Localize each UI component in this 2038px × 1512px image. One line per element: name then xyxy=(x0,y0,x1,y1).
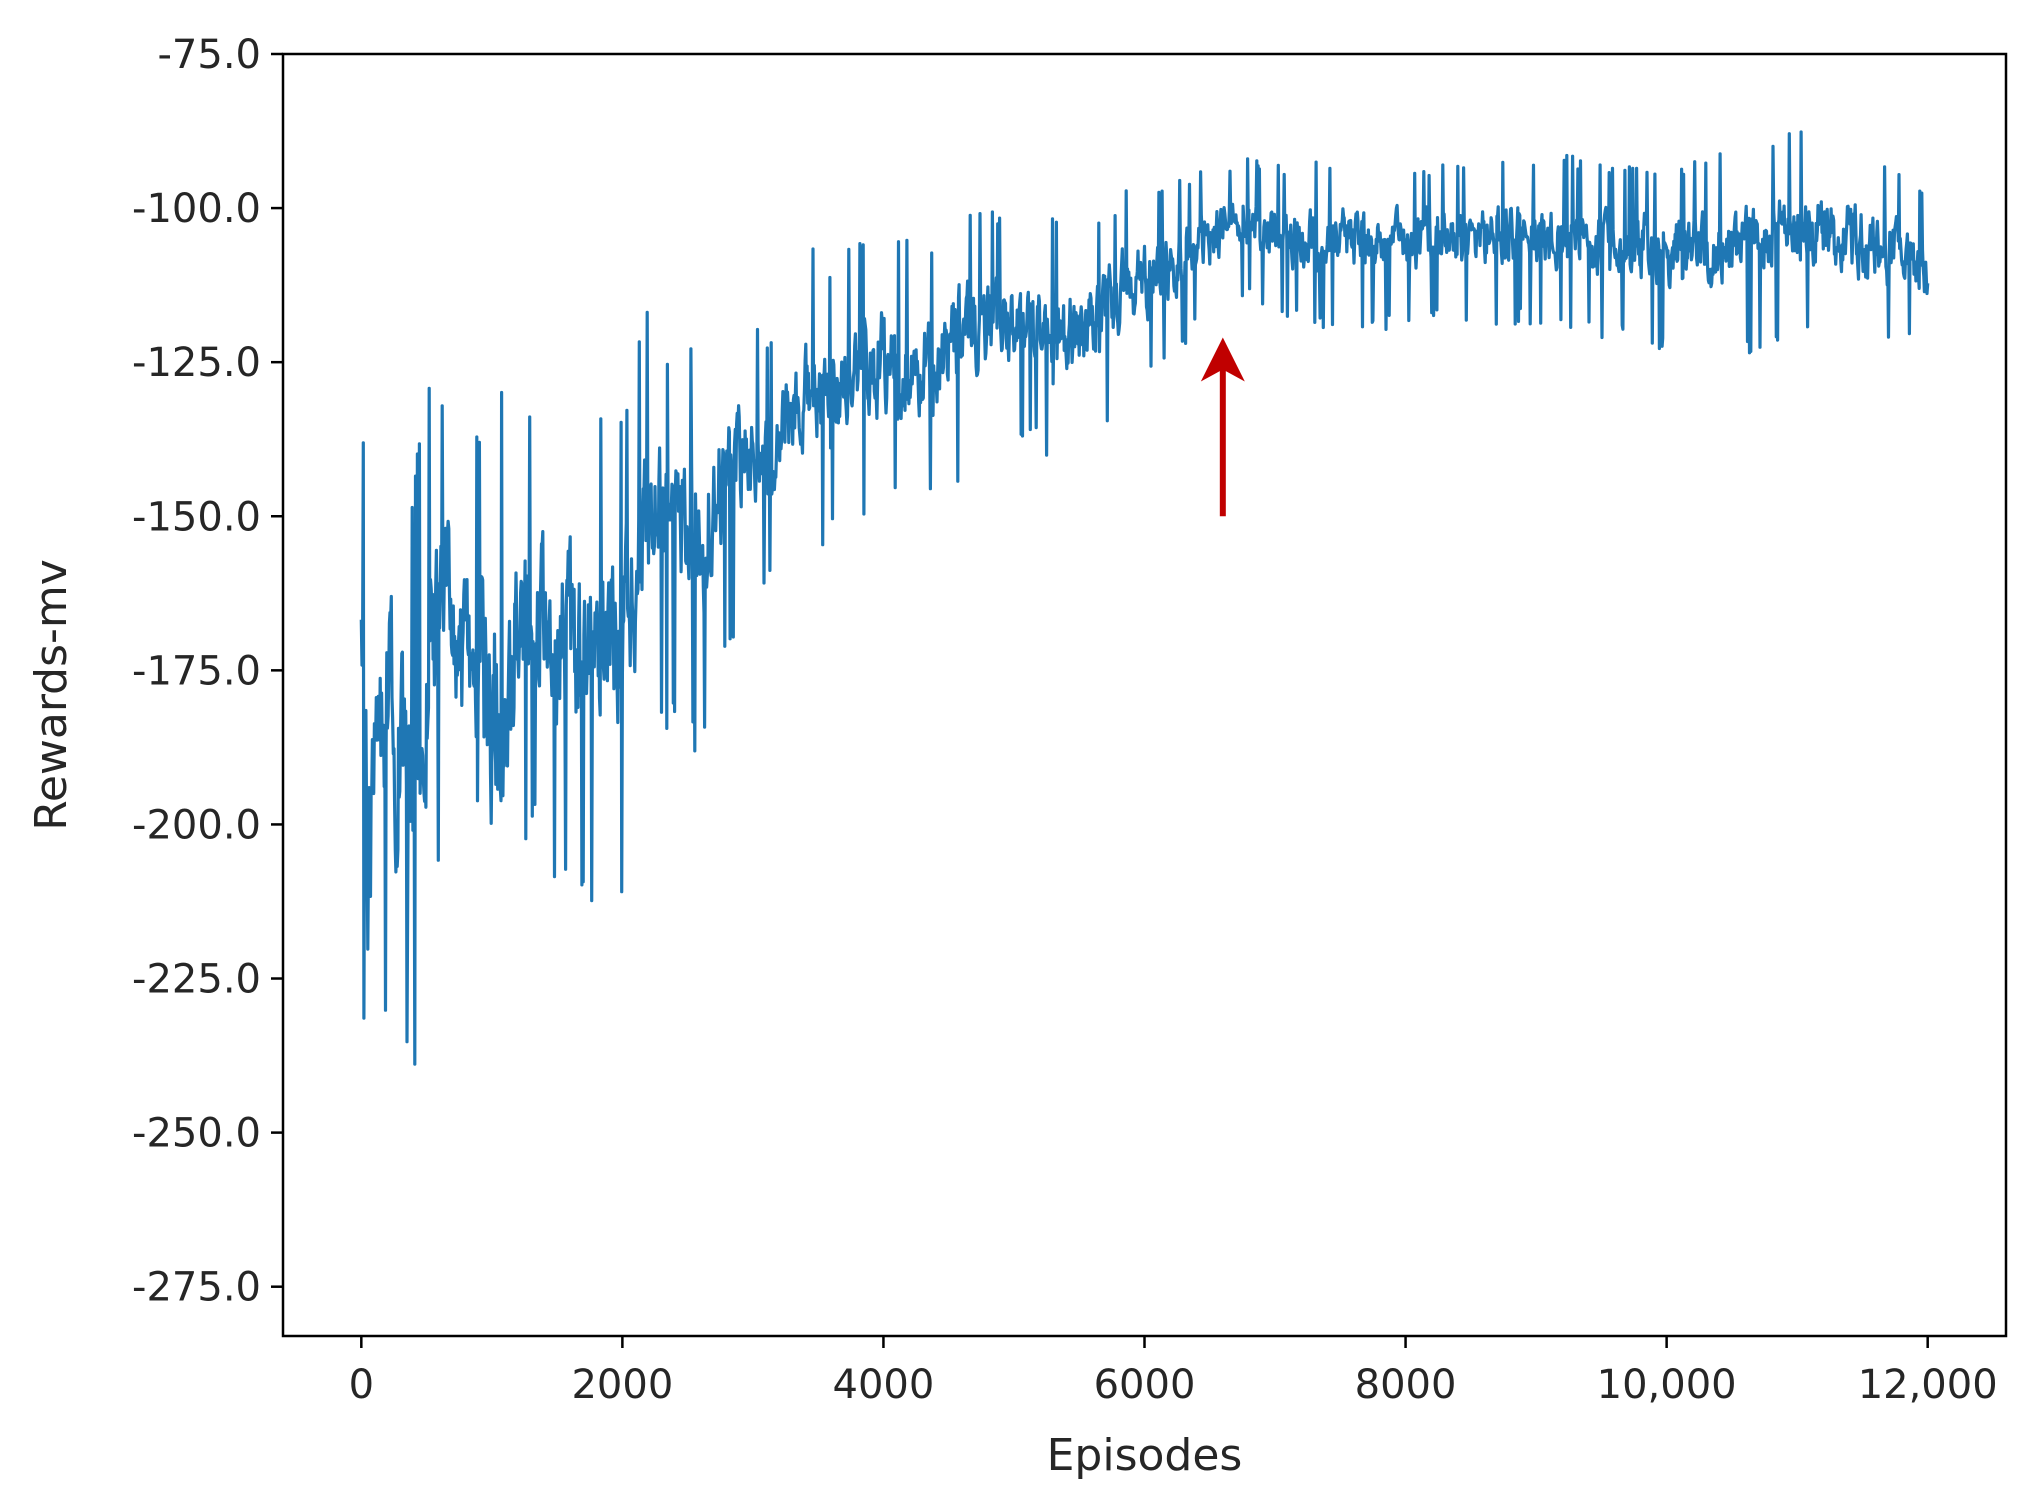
x-tick-label: 8000 xyxy=(1355,1362,1457,1408)
annotation-arrow xyxy=(1200,337,1245,517)
x-tick-label: 6000 xyxy=(1094,1362,1196,1408)
y-axis-label: Rewards-mv xyxy=(26,559,77,831)
x-tick-label: 10,000 xyxy=(1597,1362,1737,1408)
arrow-head xyxy=(1200,337,1245,382)
x-tick-label: 0 xyxy=(349,1362,374,1408)
plot-frame xyxy=(281,52,2008,1338)
y-tick-label: -275.0 xyxy=(132,1265,261,1311)
x-tick-label: 4000 xyxy=(833,1362,935,1408)
y-axis: -75.0 -100.0 -125.0 -150.0 -175.0 -200.0 -225.… xyxy=(132,32,283,1311)
x-axis: 0 2000 4000 6000 8000 10,000 12,000 xyxy=(349,1336,1998,1408)
y-tick-label: -125.0 xyxy=(132,340,261,386)
y-tick-label: -100.0 xyxy=(132,186,261,232)
series-line xyxy=(359,130,1930,1066)
y-tick-label: -150.0 xyxy=(132,494,261,540)
y-tick-label: -175.0 xyxy=(132,648,261,694)
y-tick-label: -225.0 xyxy=(132,957,261,1003)
x-tick-label: 2000 xyxy=(571,1362,673,1408)
x-axis-label: Episodes xyxy=(1047,1430,1243,1481)
y-tick-label: -250.0 xyxy=(132,1111,261,1157)
x-tick-label: 12,000 xyxy=(1858,1362,1998,1408)
y-tick-label: -200.0 xyxy=(132,802,261,848)
y-tick-label: -75.0 xyxy=(158,32,262,78)
plot-area xyxy=(359,130,1930,1066)
